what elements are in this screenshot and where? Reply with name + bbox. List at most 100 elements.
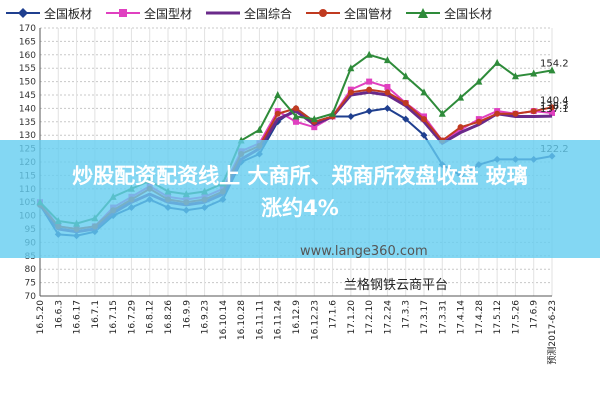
end-value-label: 154.2: [540, 58, 569, 69]
end-value-label: 138.3: [540, 101, 569, 112]
news-banner[interactable]: [0, 140, 600, 258]
x-tick-label: 16.10.14: [219, 300, 229, 340]
legend-swatch-section: [106, 9, 141, 17]
end-value-label: 137.1: [540, 104, 569, 115]
watermark-url: www.lange360.com: [300, 244, 428, 259]
news-banner-line-2: 涨约4%: [261, 196, 339, 220]
x-tick-label: 16.11.24: [274, 300, 284, 340]
x-tick-label: 17.1.20: [347, 300, 357, 335]
data-point: [383, 104, 391, 112]
data-point: [311, 124, 318, 131]
news-banner-line-1: 炒股配资配资线上 大商所、郑商所夜盘收盘 玻璃: [72, 164, 528, 188]
data-point: [402, 115, 410, 123]
data-point: [365, 107, 373, 115]
data-point: [475, 118, 482, 125]
x-tick-label: 17.2.10: [365, 300, 375, 335]
data-point: [383, 56, 391, 64]
x-tick-label: 17.5.26: [511, 300, 521, 335]
x-tick-label: 17.3.31: [438, 300, 448, 334]
x-tick-label: 16.11.11: [255, 300, 265, 340]
x-tick-label: 17.1.6: [329, 300, 339, 329]
data-point: [366, 86, 373, 93]
legend-label-section: 全国型材: [144, 6, 193, 21]
data-point: [402, 100, 409, 107]
x-tick-label: 16.12.23: [310, 300, 320, 340]
y-tick-label: 130: [19, 131, 36, 141]
data-point: [549, 109, 555, 116]
data-point: [274, 110, 281, 117]
x-tick-label: 16.9.23: [201, 300, 211, 334]
x-tick-label: 16.5.20: [36, 300, 46, 335]
y-tick-label: 135: [19, 118, 36, 128]
x-tick-label: 17.4.28: [475, 300, 485, 335]
x-tick-label: 16.8.12: [146, 300, 156, 334]
legend-swatch-composite: [206, 11, 241, 15]
y-tick-label: 140: [19, 104, 36, 114]
x-tick-label: 16.7.29: [127, 300, 137, 335]
legend-item-pipe: 全国管材: [306, 5, 392, 22]
legend-label-plate: 全国板材: [44, 6, 93, 21]
data-point: [438, 109, 446, 117]
data-point: [347, 112, 355, 120]
x-tick-label: 16.7.1: [91, 300, 101, 329]
news-banner-headline[interactable]: 炒股配资配资线上 大商所、郑商所夜盘收盘 玻璃 涨约4%: [0, 160, 600, 224]
data-point: [347, 89, 354, 96]
data-point: [511, 72, 519, 80]
legend-label-long: 全国长材: [444, 6, 493, 21]
y-tick-label: 75: [25, 279, 36, 289]
legend-swatch-plate: [6, 8, 40, 18]
data-point: [293, 105, 299, 112]
x-tick-label: 16.7.15: [109, 300, 119, 334]
data-point: [329, 109, 337, 117]
x-tick-label: 17.3.3: [402, 300, 412, 329]
data-point: [530, 69, 538, 77]
legend-item-long: 全国长材: [406, 5, 492, 22]
legend-swatch-long: [406, 8, 441, 18]
y-tick-label: 155: [19, 64, 36, 74]
x-tick-label: 17.3.17: [420, 300, 430, 334]
legend-label-pipe: 全国管材: [344, 6, 393, 21]
end-value-label: 140.4: [540, 95, 569, 106]
data-point: [366, 78, 373, 85]
data-point: [365, 50, 373, 58]
data-point: [549, 104, 555, 111]
data-point: [347, 64, 355, 72]
x-tick-label: 17.6.9: [530, 300, 540, 329]
x-tick-label: 16.9.9: [182, 300, 192, 329]
x-tick-label: 16.6.17: [73, 300, 83, 334]
data-point: [274, 91, 282, 98]
data-point: [384, 89, 391, 96]
x-tick-label: 预测2017-6-23: [547, 300, 558, 365]
legend-swatch-pipe: [306, 9, 341, 17]
x-tick-label: 17.2.24: [383, 300, 393, 335]
y-tick-label: 150: [19, 78, 36, 88]
data-point: [494, 110, 501, 117]
data-point: [420, 131, 428, 139]
platform-name: 兰格钢铁云商平台: [344, 278, 449, 293]
y-tick-label: 170: [19, 24, 36, 34]
x-tick-label: 16.12.9: [292, 300, 302, 335]
data-point: [530, 108, 537, 115]
data-point: [293, 118, 299, 125]
data-point: [292, 112, 300, 120]
y-tick-label: 165: [19, 37, 36, 47]
data-point: [457, 93, 465, 101]
x-tick-label: 17.4.14: [457, 300, 467, 335]
data-point: [493, 58, 501, 66]
x-tick-label: 16.10.28: [237, 300, 247, 340]
chart-legend: 全国板材 全国型材 全国综合 全国管材 全国长材: [6, 0, 600, 26]
legend-item-section: 全国型材: [106, 5, 192, 22]
data-point: [310, 115, 318, 123]
legend-label-composite: 全国综合: [244, 6, 293, 21]
legend-item-composite: 全国综合: [206, 5, 292, 22]
data-point: [512, 110, 519, 117]
data-point: [402, 72, 410, 80]
x-tick-label: 16.8.26: [164, 300, 174, 335]
data-point: [421, 116, 427, 123]
y-tick-label: 70: [25, 292, 37, 302]
y-tick-label: 145: [19, 91, 36, 101]
legend-item-plate: 全国板材: [6, 5, 92, 22]
data-point: [548, 66, 556, 74]
data-point: [475, 77, 483, 85]
y-tick-label: 160: [19, 51, 36, 61]
